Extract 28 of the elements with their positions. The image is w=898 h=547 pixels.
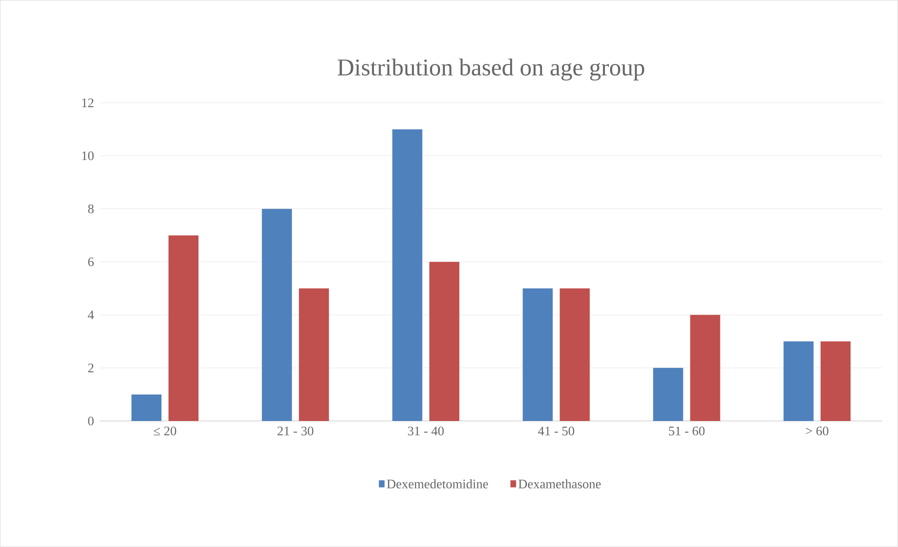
x-tick-label: > 60	[806, 426, 828, 436]
bar	[560, 288, 590, 422]
bar	[168, 235, 199, 422]
y-tick-label: 12	[82, 98, 94, 108]
chart-title: Distribution based on age group	[338, 58, 644, 81]
y-tick-label: 10	[82, 152, 94, 160]
x-tick-label: 41 - 50	[538, 426, 574, 436]
bar	[522, 288, 553, 422]
y-tick-label: 2	[88, 364, 94, 372]
bar	[131, 394, 162, 422]
bar	[653, 368, 684, 422]
legend-label: Dexamethasone	[518, 479, 601, 489]
bar	[690, 315, 720, 422]
bar	[784, 342, 814, 422]
bar	[820, 342, 851, 422]
x-tick-label: ≤ 20	[154, 426, 176, 436]
y-tick-label: 8	[88, 204, 94, 214]
y-tick-label: 0	[88, 416, 94, 426]
legend-label: Dexemedetomidine	[386, 479, 488, 489]
bar	[262, 208, 292, 422]
x-tick-label: 21 - 30	[278, 426, 314, 436]
bar	[392, 129, 422, 422]
x-tick-label: 51 - 60	[668, 426, 705, 436]
bar	[429, 262, 460, 422]
y-tick-label: 6	[88, 258, 94, 266]
y-tick-label: 4	[88, 310, 94, 320]
x-tick-label: 31 - 40	[408, 426, 444, 436]
bar	[298, 288, 329, 422]
